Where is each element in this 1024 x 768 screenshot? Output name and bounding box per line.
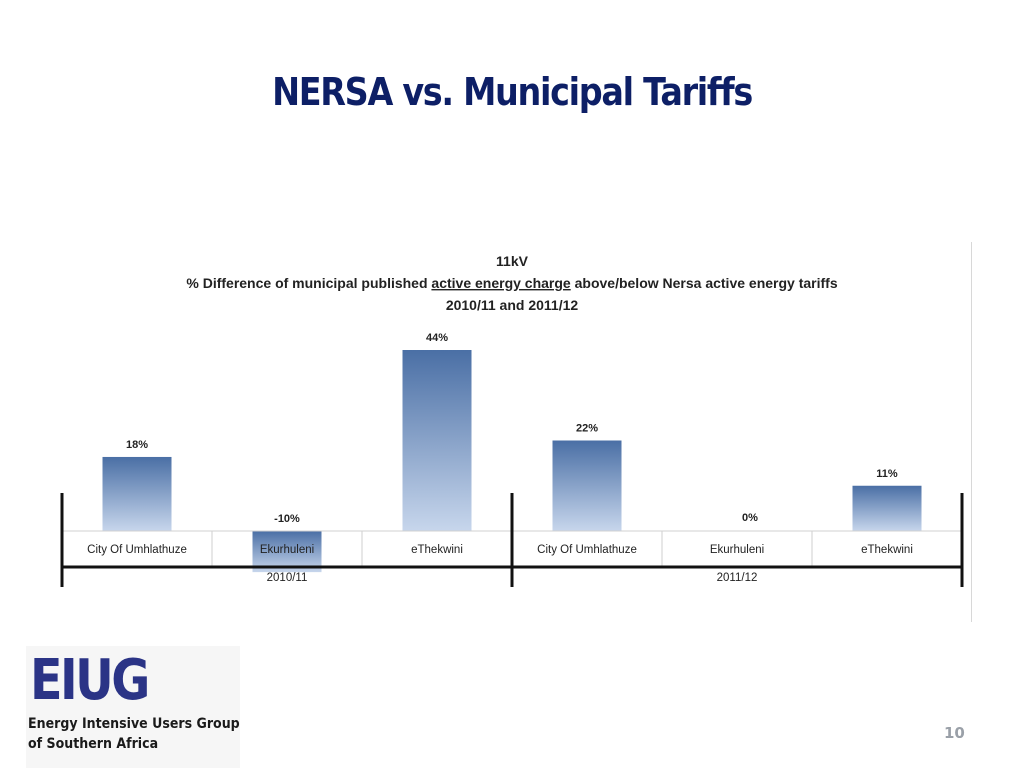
bar — [852, 485, 922, 531]
bar — [252, 531, 322, 573]
data-label: 0% — [742, 512, 758, 524]
data-label: 22% — [576, 423, 598, 435]
chart-title-part-a: % Difference of municipal published — [186, 275, 427, 291]
bar — [102, 456, 172, 531]
group-label: 2011/12 — [717, 572, 758, 584]
chart-title-line2: % Difference of municipal published acti… — [186, 275, 837, 291]
bar — [402, 350, 472, 531]
category-label: Ekurhuleni — [260, 544, 314, 556]
category-label: City Of Umhlathuze — [537, 544, 637, 556]
chart-title-part-c: above/below Nersa active energy tariffs — [575, 275, 838, 291]
data-label: -10% — [274, 513, 300, 525]
chart: 11kV % Difference of municipal published… — [60, 253, 964, 587]
chart-title-line1: 11kV — [496, 253, 529, 269]
data-label: 18% — [126, 439, 148, 451]
bar — [552, 440, 622, 531]
page-number: 10 — [944, 724, 965, 742]
category-label: eThekwini — [411, 544, 463, 556]
chart-title-part-b: active energy charge — [431, 275, 571, 291]
category-label: Ekurhuleni — [710, 544, 764, 556]
data-label: 44% — [426, 332, 448, 344]
category-label: eThekwini — [861, 544, 913, 556]
data-label: 11% — [876, 468, 898, 480]
logo-text-line1: Energy Intensive Users Group — [28, 716, 240, 732]
bars-layer: 18% -10% 44% 22% 0% 11% — [102, 332, 922, 573]
chart-title-line3: 2010/11 and 2011/12 — [446, 297, 579, 313]
eiug-logo: EIUG Energy Intensive Users Group of Sou… — [26, 646, 240, 768]
logo-mark: EIUG — [30, 648, 150, 713]
slide-divider-line — [971, 242, 972, 622]
group-label: 2010/11 — [267, 572, 308, 584]
slide-title: NERSA vs. Municipal Tariffs — [272, 70, 753, 114]
axis-layer: City Of Umhlathuze Ekurhuleni eThekwini Cit… — [60, 493, 964, 587]
category-label: City Of Umhlathuze — [87, 544, 187, 556]
logo-text-line2: of Southern Africa — [28, 736, 159, 752]
